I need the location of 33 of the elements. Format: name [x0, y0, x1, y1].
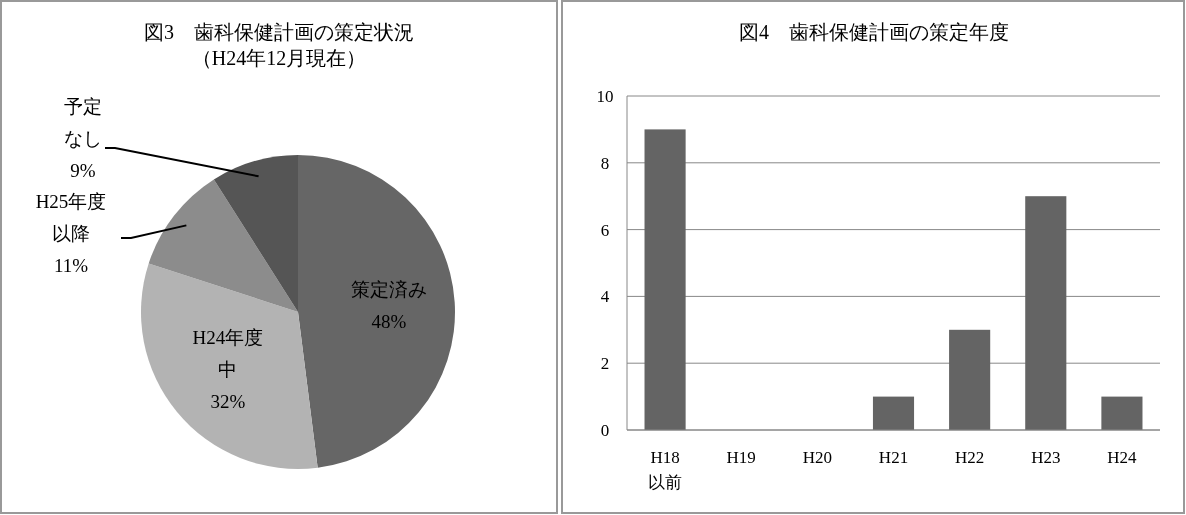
- x-tick-label: H20: [802, 448, 832, 467]
- pie-slice: [213, 155, 298, 312]
- pie-slice: [141, 263, 318, 469]
- x-tick-label: H19: [726, 448, 756, 467]
- chart-title: 図4 歯科保健計画の策定年度: [739, 21, 1009, 43]
- slice-label: 策定済み: [350, 279, 427, 301]
- x-tick-label: H21: [878, 448, 909, 467]
- x-tick-label: H24: [1107, 448, 1138, 467]
- bar: [949, 329, 991, 430]
- bar: [1025, 196, 1067, 430]
- slice-label: H25年度以降: [35, 191, 107, 244]
- y-tick-label: 4: [600, 287, 610, 307]
- y-tick-label: 8: [600, 153, 610, 173]
- chart-subtitle: （H24年12月現在）: [191, 47, 367, 69]
- data-label: 32%: [210, 391, 246, 413]
- x-tick-label: H23: [1031, 448, 1061, 467]
- data-label: 48%: [371, 311, 407, 333]
- slice-label: H24年度中: [192, 327, 264, 381]
- x-tick-label: H18以前: [648, 448, 683, 492]
- y-tick-label: 10: [596, 87, 614, 106]
- chart-title: 図3 歯科保健計画の策定状況: [144, 21, 414, 43]
- y-tick-label: 6: [600, 220, 610, 240]
- bar: [644, 129, 686, 430]
- data-label: 11%: [53, 255, 89, 276]
- x-tick-label: H22: [955, 448, 985, 467]
- pie-slice: [298, 155, 455, 468]
- slice-label: 予定なし: [64, 96, 102, 149]
- bar: [872, 396, 915, 430]
- y-tick-label: 0: [600, 421, 610, 440]
- pie-slice: [148, 179, 298, 312]
- y-tick-label: 2: [600, 354, 610, 374]
- data-label: 9%: [70, 160, 96, 181]
- bar: [1101, 396, 1143, 430]
